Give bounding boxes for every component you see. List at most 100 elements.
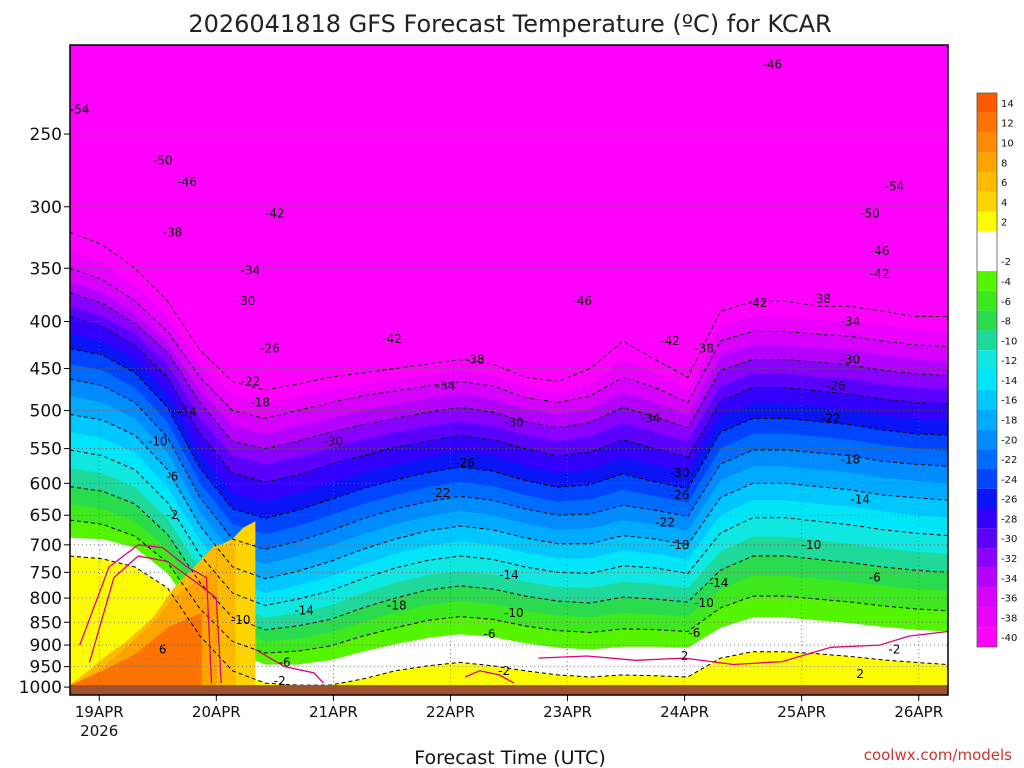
colorbar-tick-label: -22 [1001, 455, 1017, 466]
grid-lines [70, 45, 948, 695]
colorbar-tick-label: -40 [1001, 633, 1017, 644]
y-tick-label: 750 [30, 563, 62, 583]
contour-label: -6 [166, 470, 178, 484]
contour-label: -14 [294, 603, 314, 617]
colorbar-band [977, 627, 997, 647]
colorbar-band [977, 251, 997, 272]
colorbar-tick-label: -20 [1001, 435, 1017, 446]
contour-label: -50 [153, 153, 173, 167]
freezing-line [464, 670, 515, 684]
contour-label: -38 [694, 342, 714, 356]
colorbar-band [977, 607, 997, 628]
colorbar-band [977, 370, 997, 390]
x-tick-label: 21APR [309, 703, 358, 721]
contour-label: -38 [163, 226, 183, 240]
contour-label: -38 [811, 292, 831, 306]
y-tick-label: 1000 [19, 678, 62, 698]
y-tick-label: 450 [30, 360, 62, 380]
colorbar-tick-label: -36 [1001, 594, 1017, 605]
colorbar-tick-label: -2 [1001, 257, 1011, 268]
isotherm-line [70, 555, 948, 686]
contour-label: -2 [888, 642, 900, 656]
contour-label: -26 [260, 342, 280, 356]
contour-label: -34 [241, 264, 261, 278]
colorbar-tick-label: -28 [1001, 514, 1017, 525]
colorbar-tick-label: 4 [1001, 198, 1007, 209]
y-axis: 250 300 350 400 450 500 550 600 650 700 750 800 850 9… [19, 125, 70, 698]
freezing-line [538, 630, 948, 666]
colorbar-band [977, 211, 997, 232]
ground-surface [70, 685, 948, 695]
x-tick-label: 19APR [75, 703, 124, 721]
colorbar-band [977, 548, 997, 568]
isotherm-line [70, 232, 948, 391]
x-tick-label: 25APR [777, 703, 826, 721]
colorbar-band [977, 231, 997, 252]
y-tick-label: 400 [30, 313, 62, 333]
colorbar-band [977, 567, 997, 588]
colorbar-tick-label: -38 [1001, 613, 1017, 624]
contour-label: -34 [436, 379, 456, 393]
contour-label: -14 [850, 493, 870, 507]
contour-label: -30 [236, 294, 256, 308]
contour-label: -54 [885, 179, 905, 193]
x-tick-label: 24APR [660, 703, 709, 721]
colorbar-band [977, 429, 997, 450]
contour-label: -2 [166, 508, 178, 522]
colorbar-band [977, 528, 997, 549]
plot-area: -54-50-46-42-38-34-30-26-22-18-14-10-6-2… [70, 45, 948, 695]
colorbar-band [977, 350, 997, 370]
contour-label: -46 [763, 57, 783, 71]
temp-band-m2 [70, 537, 948, 695]
contour-label: -10 [504, 606, 524, 620]
chart-title: 2026041818 GFS Forecast Temperature (ºC)… [188, 10, 831, 38]
y-tick-label: 250 [30, 125, 62, 145]
x-tick-year: 2026 [80, 722, 118, 740]
contour-label: -18 [387, 598, 407, 612]
colorbar-band [977, 152, 997, 173]
y-tick-label: 350 [30, 259, 62, 279]
y-tick-label: 600 [30, 474, 62, 494]
contour-label: -26 [455, 456, 475, 470]
x-tick-label: 22APR [426, 703, 475, 721]
colorbar-band [977, 93, 997, 113]
contour-label: -38 [465, 353, 485, 367]
isotherm-line [70, 348, 948, 519]
contour-label: -10 [694, 596, 714, 610]
contour-label: -10 [231, 613, 251, 627]
y-tick-label: 300 [30, 198, 62, 218]
contour-label: -42 [660, 334, 680, 348]
colorbar-band [977, 132, 997, 153]
colorbar-band [977, 508, 997, 529]
colorbar-tick-label: -34 [1001, 574, 1017, 585]
colorbar-tick-label: 12 [1001, 119, 1014, 130]
x-axis-label: Forecast Time (UTC) [414, 747, 605, 768]
colorbar-tick-label: -16 [1001, 396, 1017, 407]
colorbar-tick-label: -14 [1001, 376, 1017, 387]
contour-label: -18 [841, 452, 861, 466]
contour-label: -14 [177, 405, 197, 419]
contour-label: -22 [655, 516, 675, 530]
colorbar-band [977, 112, 997, 133]
colorbar-tick-label: 10 [1001, 138, 1014, 149]
colorbar-tick-label: 14 [1001, 99, 1014, 110]
colorbar-tick-label: 2 [1001, 218, 1007, 229]
contour-label: 2 [681, 649, 689, 663]
contour-label: -42 [748, 296, 768, 310]
warm-layer-3 [70, 612, 202, 695]
x-tick-label: 20APR [192, 703, 241, 721]
contour-label: -18 [250, 396, 270, 410]
colorbar-tick-label: -12 [1001, 356, 1017, 367]
colorbar-tick-label: -24 [1001, 475, 1017, 486]
contour-label: -6 [869, 571, 881, 585]
contour-label: -14 [709, 576, 729, 590]
contour-label: -26 [826, 379, 846, 393]
isotherm-line [70, 414, 948, 580]
colorbar-band [977, 191, 997, 212]
contour-label: 2 [856, 667, 864, 681]
credit-link[interactable]: coolwx.com/models [864, 746, 1012, 764]
colorbar-tick-label: 6 [1001, 178, 1007, 189]
contour-label: -42 [265, 206, 285, 220]
contour-label: -46 [177, 175, 197, 189]
contour-label: -30 [670, 466, 690, 480]
